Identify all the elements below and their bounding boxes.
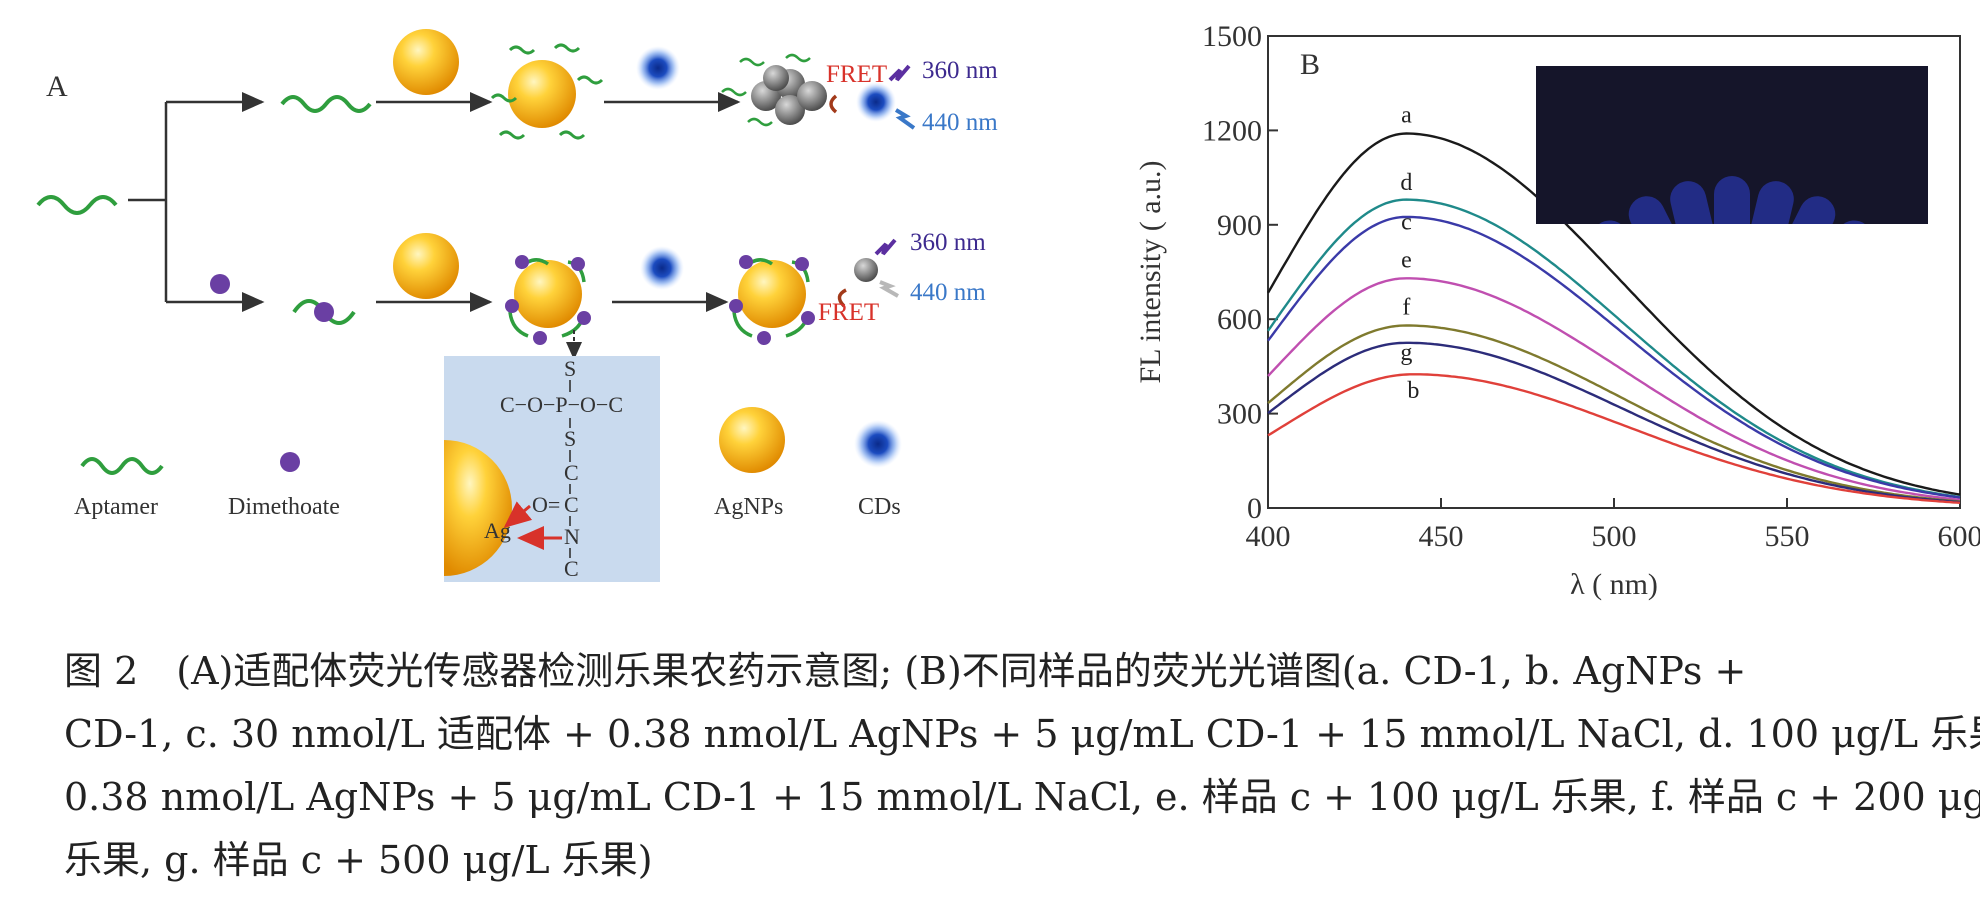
chem-n: N [564,524,580,549]
y-tick-label: 300 [1217,398,1262,431]
agnp-dimethoate-complex [505,255,591,345]
emission-label-bottom: 440 nm [910,279,986,306]
agnp-aptamer-complex-top [490,43,604,140]
aptamer-top [280,95,372,113]
series-line-a [1266,132,1961,496]
agnp-top-free [393,29,459,95]
inset-label-e: e [1758,241,1767,263]
panel-a-label: A [46,70,68,103]
curve-label-b: b [1407,378,1419,404]
x-tick-label: 450 [1419,520,1464,553]
inset-tube [1751,181,1794,224]
chem-row: C−O−P−O−C [500,392,623,417]
emission-bolt-bottom [879,280,899,298]
legend-dimethoate-symbol [280,452,300,472]
fret-arrow-top [829,94,838,114]
series-line-e [1267,277,1961,501]
inset-label-d: d [1727,237,1737,259]
series-line-d [1267,198,1961,499]
chem-o: O= [532,492,560,517]
emission-label-top: 440 nm [922,109,998,136]
figure-caption: 图 2 (A)适配体荧光传感器检测乐果农药示意图; (B)不同样品的荧光光谱图(… [64,640,1980,892]
curve-label-c: c [1401,210,1412,236]
emission-bolt-top [894,108,916,130]
panel-b-label: B [1300,48,1320,81]
agnp-aggregate [721,53,827,127]
curve-label-d: d [1400,170,1412,196]
y-tick-label: 600 [1217,303,1262,336]
inset-tube [1792,196,1836,224]
legend-agnps: AgNPs [714,494,783,520]
excitation-bolt-top [888,64,911,82]
y-tick-label: 1500 [1202,20,1262,53]
inset-tube [1843,220,1865,224]
chem-ag: Ag [484,518,511,543]
legend-cds: CDs [858,494,901,520]
x-tick-label: 400 [1246,520,1291,553]
series-line-c [1267,215,1961,499]
series-line-b [1267,373,1961,504]
inset-label-b: b [1669,251,1679,273]
fret-label-bottom: FRET [818,299,879,326]
x-axis-label: λ ( nm) [1570,568,1658,601]
dimethoate-free [210,274,230,294]
photo-inset: ab c d e fg [1536,66,1928,289]
cd-top-bound [856,82,896,122]
cd-bottom-grey [854,258,878,282]
chem-c2: C [564,492,579,517]
caption-line-3: 0.38 nmol/L AgNPs + 5 μg/mL CD-1 + 15 mm… [64,775,1980,819]
inset-tube [1599,220,1621,224]
y-tick-label: 1200 [1202,114,1262,147]
scheme-panel-a: A FRET 360 nm 440 nm [36,29,998,582]
excitation-label-bottom: 360 nm [910,229,986,256]
x-tick-label: 500 [1592,520,1637,553]
inset-label-g: g [1811,267,1821,289]
y-tick-label: 0 [1247,492,1262,525]
curve-label-e: e [1401,247,1412,273]
cd-bottom-free [640,246,684,290]
excitation-label-top: 360 nm [922,57,998,84]
inset-label-a: a [1644,267,1653,289]
legend-dimethoate: Dimethoate [228,494,340,520]
legend-aptamer: Aptamer [74,494,158,520]
chem-s-mid: S [564,426,576,451]
y-axis-label: FL intensity ( a.u.) [1134,160,1167,383]
inset-label-f: f [1787,251,1794,273]
curve-label-a: a [1401,103,1412,129]
aptamer-start [36,195,118,215]
legend-aptamer-symbol [80,457,164,475]
fret-arrow-bottom [837,288,847,308]
caption-line-1: 图 2 (A)适配体荧光传感器检测乐果农药示意图; (B)不同样品的荧光光谱图(… [64,649,1747,693]
cd-top-free [636,46,680,90]
excitation-bolt-bottom [874,238,897,256]
caption-line-4: 乐果, g. 样品 c + 500 μg/L 乐果) [64,838,653,882]
series-line-f [1267,324,1961,503]
agnp-dimethoate-complex-2 [729,255,815,345]
caption-line-2: CD-1, c. 30 nmol/L 适配体 + 0.38 nmol/L AgN… [64,712,1980,756]
aptamer-dimethoate-complex [292,299,356,325]
chem-c1: C [564,460,579,485]
agnp-bottom-free [393,233,459,299]
x-tick-label: 600 [1938,520,1980,553]
agnp-half-sphere [444,440,512,576]
curve-label-g: g [1400,340,1412,366]
series-line-g [1267,341,1961,504]
y-tick-label: 900 [1217,209,1262,242]
inset-label-c: c [1698,241,1707,263]
chem-s-top: S [564,356,576,381]
chem-c3: C [564,556,579,581]
inset-tube [1628,196,1672,224]
legend-cds-symbol [854,420,902,468]
legend-agnps-symbol [719,407,785,473]
branch-lines [128,102,168,302]
curve-label-f: f [1402,294,1410,320]
x-tick-label: 550 [1765,520,1810,553]
inset-tube [1670,181,1713,224]
